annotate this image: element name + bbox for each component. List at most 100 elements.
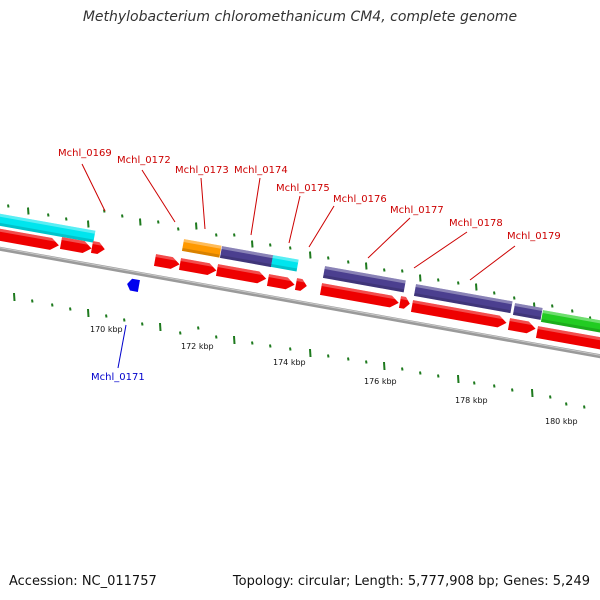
cds-arrow <box>215 264 267 284</box>
gc-tick <box>347 260 350 264</box>
gc-tick <box>309 348 312 358</box>
feature-bar <box>413 284 513 314</box>
gene-label: Mchl_0174 <box>234 165 288 176</box>
feature-bar <box>219 246 274 268</box>
scale-label: 170 kbp <box>90 325 123 334</box>
gene-labels: Mchl_0169 Mchl_0172 Mchl_0173 Mchl_0174 Mchl… <box>58 148 561 383</box>
gc-tick <box>87 220 90 228</box>
gc-tick <box>123 318 126 322</box>
leader-line <box>308 205 335 248</box>
cds-arrow <box>507 318 536 334</box>
leader-line <box>367 217 411 259</box>
feature-bar <box>270 255 299 272</box>
gc-tick <box>327 256 330 260</box>
gc-tick <box>157 220 160 224</box>
gc-tick <box>583 405 586 409</box>
gc-tick <box>197 326 200 330</box>
genome-summary: Topology: circular; Length: 5,777,908 bp… <box>232 574 590 589</box>
gc-tick <box>87 308 90 318</box>
gc-tick <box>179 331 182 335</box>
gene-label: Mchl_0169 <box>58 148 112 159</box>
feature-bar <box>512 303 543 320</box>
gc-tick <box>347 357 350 361</box>
scale-label: 178 kbp <box>455 396 488 405</box>
leader-lines <box>81 163 516 369</box>
gc-tick <box>177 227 180 231</box>
gc-tick <box>289 347 292 351</box>
accession-label: Accession: NC_011757 <box>9 574 157 589</box>
gc-tick <box>457 281 460 285</box>
gc-tick <box>251 341 254 345</box>
gc-tick <box>437 374 440 378</box>
gc-tick <box>269 243 272 247</box>
gc-tick <box>27 207 30 215</box>
gc-tick <box>571 309 574 313</box>
gc-tick <box>511 388 514 392</box>
gc-tick <box>215 233 218 237</box>
gc-tick <box>7 204 10 208</box>
gc-content-ticks <box>7 204 592 409</box>
gc-tick <box>419 371 422 375</box>
cds-arrow <box>153 254 180 269</box>
gc-tick <box>513 296 516 300</box>
leader-line <box>288 195 301 244</box>
scale-label: 172 kbp <box>181 342 214 351</box>
gc-tick <box>493 291 496 295</box>
gene-label: Mchl_0175 <box>276 183 330 194</box>
gc-tick <box>269 344 272 348</box>
gene-label: Mchl_0171 <box>91 372 145 383</box>
gc-tick <box>141 322 144 326</box>
gc-tick <box>457 374 460 384</box>
feature-bars <box>0 212 600 334</box>
gc-tick <box>565 402 568 406</box>
cds-arrow <box>0 227 59 250</box>
gc-tick <box>195 222 198 230</box>
cds-arrow <box>90 241 105 255</box>
gc-tick <box>289 246 292 250</box>
cds-arrow <box>535 326 600 350</box>
leader-line <box>117 324 127 369</box>
gene-label: Mchl_0176 <box>333 194 387 205</box>
leader-line <box>200 177 206 230</box>
cds-arrow <box>294 278 307 291</box>
gc-tick <box>159 322 162 332</box>
gene-label: Mchl_0178 <box>449 218 503 229</box>
map-title: Methylobacterium chloromethanicum CM4, c… <box>82 9 518 25</box>
scale-label: 176 kbp <box>364 377 397 386</box>
gc-tick <box>419 274 422 282</box>
leader-line <box>141 169 176 223</box>
cds-arrow-reverse <box>127 278 140 292</box>
feature-bar <box>181 239 222 258</box>
scale-labels: 170 kbp 172 kbp 174 kbp 176 kbp 178 kbp 180 k… <box>90 325 578 426</box>
gc-tick <box>401 367 404 371</box>
gene-label: Mchl_0172 <box>117 155 171 166</box>
cds-arrow <box>178 258 217 276</box>
gc-tick <box>437 278 440 282</box>
feature-bar <box>322 266 406 293</box>
gc-tick <box>233 233 236 237</box>
gc-tick <box>233 335 236 345</box>
gc-tick <box>531 388 534 398</box>
gc-tick <box>475 283 478 291</box>
gc-tick <box>251 240 254 248</box>
gene-label: Mchl_0177 <box>390 205 444 216</box>
leader-line <box>81 163 106 212</box>
gc-tick <box>105 314 108 318</box>
gc-tick <box>65 217 68 221</box>
gc-tick <box>327 354 330 358</box>
feature-bar <box>0 212 96 243</box>
leader-line <box>413 231 468 269</box>
gc-tick <box>121 214 124 218</box>
gc-tick <box>309 251 312 259</box>
gc-tick <box>365 360 368 364</box>
cds-arrow <box>398 296 410 309</box>
gc-tick <box>31 299 34 303</box>
gc-tick <box>139 218 142 226</box>
gc-tick <box>383 268 386 272</box>
cds-arrow <box>410 300 507 328</box>
gc-tick <box>551 304 554 308</box>
gene-label: Mchl_0179 <box>507 231 561 242</box>
cds-arrow <box>266 274 295 290</box>
gc-tick <box>47 213 50 217</box>
